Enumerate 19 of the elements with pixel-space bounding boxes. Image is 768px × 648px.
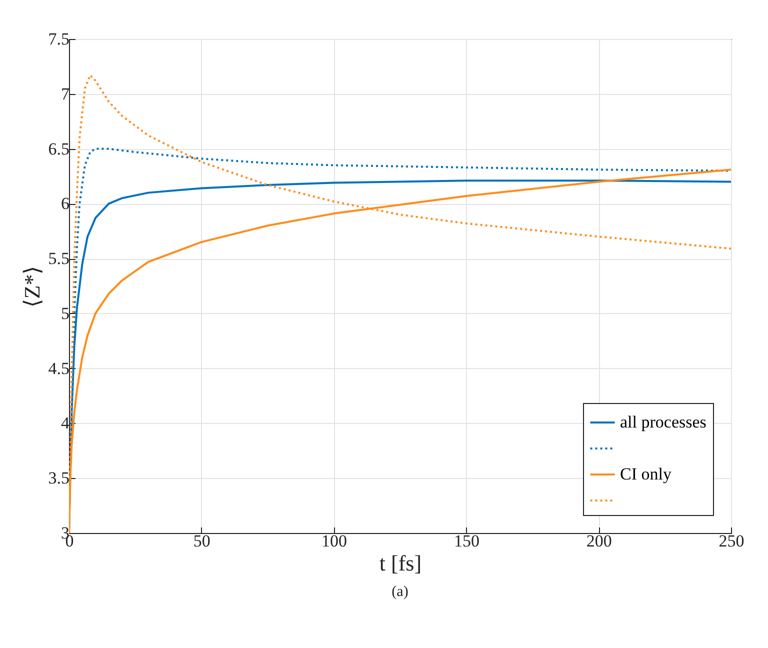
y-tick-label: 3.5 bbox=[48, 468, 70, 488]
text: (a) bbox=[392, 584, 408, 600]
y-tick-label: 4.5 bbox=[48, 358, 70, 378]
y-tick-label: 4 bbox=[61, 414, 70, 433]
y-tick-label: 6 bbox=[61, 194, 70, 214]
y-tick-label: 6.5 bbox=[48, 139, 70, 158]
y-tick-label: 7.5 bbox=[48, 30, 70, 48]
x-tick-label: 250 bbox=[718, 532, 744, 550]
legend-label: CI only bbox=[620, 464, 672, 484]
x-axis-title: t [fs] bbox=[379, 550, 422, 576]
y-tick-label: 5 bbox=[61, 304, 70, 323]
x-tick-label: 150 bbox=[454, 532, 480, 550]
x-tick-label: 200 bbox=[586, 532, 612, 550]
legend-label: all processes bbox=[620, 412, 706, 432]
y-axis-title: ⟨Z*⟩ bbox=[19, 265, 44, 308]
y-tick-label: 5.5 bbox=[48, 249, 70, 268]
x-tick-label: 50 bbox=[193, 532, 210, 550]
y-tick-label: 7 bbox=[61, 84, 70, 104]
x-tick-label: 100 bbox=[322, 532, 348, 550]
